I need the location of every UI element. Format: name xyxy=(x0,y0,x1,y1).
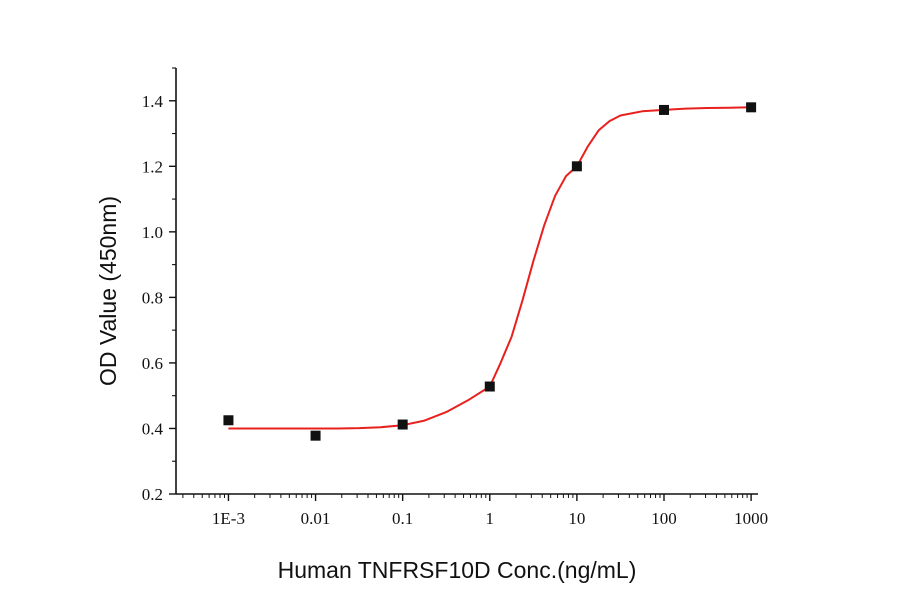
x-tick-label: 0.1 xyxy=(392,509,413,528)
y-tick-label: 1.4 xyxy=(142,92,164,111)
x-tick-label: 1 xyxy=(486,509,495,528)
axis-ticks: 0.2 0.4 0.6 0.8 1.0 1.2 1.4 1E-3 0.01 0.1 1 10 100 10… xyxy=(142,67,768,528)
data-point xyxy=(571,161,582,172)
y-tick-label: 0.2 xyxy=(142,485,163,504)
y-tick-label: 0.6 xyxy=(142,354,163,373)
y-tick-label: 0.8 xyxy=(142,288,163,307)
data-point xyxy=(658,104,669,115)
y-tick-label: 1.2 xyxy=(142,157,163,176)
data-point xyxy=(310,430,321,441)
x-tick-label: 10 xyxy=(568,509,585,528)
y-tick-label: 1.0 xyxy=(142,223,163,242)
axes xyxy=(175,68,758,495)
fit-curve xyxy=(228,106,752,430)
data-point xyxy=(397,419,408,430)
x-tick-label: 1000 xyxy=(734,509,768,528)
data-point xyxy=(223,415,234,426)
data-point xyxy=(746,102,757,113)
fit-curve-layer xyxy=(228,106,752,430)
x-tick-label: 100 xyxy=(651,509,677,528)
y-axis-title: OD Value (450nm) xyxy=(95,196,121,386)
x-tick-label: 1E-3 xyxy=(212,509,245,528)
x-axis-title: Human TNFRSF10D Conc.(ng/mL) xyxy=(278,557,637,583)
data-points-layer xyxy=(223,102,757,441)
y-tick-label: 0.4 xyxy=(142,419,164,438)
x-tick-label: 0.01 xyxy=(301,509,331,528)
data-point xyxy=(484,381,495,392)
